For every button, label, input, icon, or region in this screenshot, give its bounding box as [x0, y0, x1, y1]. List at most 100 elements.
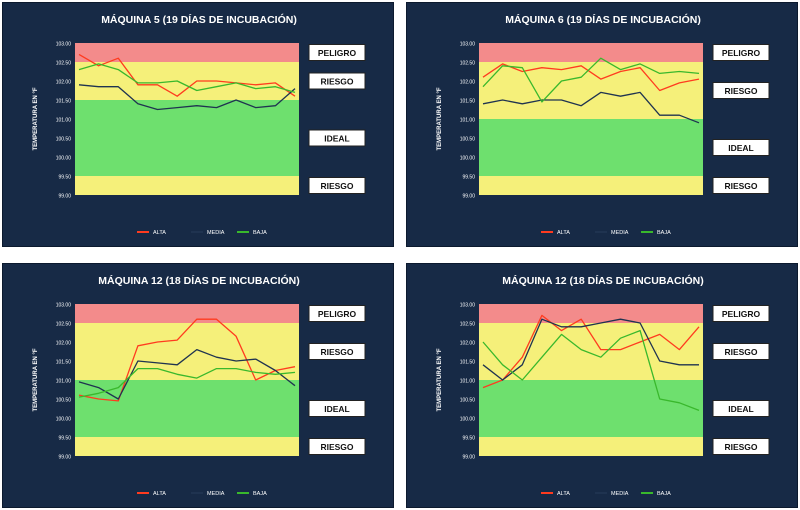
- zone-riesgo-band: [479, 62, 703, 119]
- y-tick-label: 102.50: [460, 322, 476, 328]
- zone-label-peligro: PELIGRO: [308, 305, 366, 322]
- y-axis-label: TEMPERATURA EN °F: [437, 87, 443, 150]
- y-tick-label: 101.00: [56, 118, 72, 124]
- svg-text:IDEAL: IDEAL: [324, 134, 350, 144]
- series-line-baja: [78, 367, 296, 398]
- zone-riesgo-band: [75, 323, 299, 380]
- y-axis-label: TEMPERATURA EN °F: [437, 348, 443, 411]
- zone-label-peligro: PELIGRO: [712, 44, 770, 61]
- y-tick-label: 102.00: [460, 80, 476, 86]
- zone-riesgo-band: [479, 437, 703, 456]
- y-axis-label: TEMPERATURA EN °F: [33, 348, 39, 411]
- zone-label-peligro: PELIGRO: [308, 44, 366, 61]
- svg-text:ALTA: ALTA: [153, 491, 166, 497]
- legend-item-baja: BAJA: [237, 230, 267, 236]
- y-tick-label: 100.00: [460, 417, 476, 423]
- zone-label-ideal: IDEAL: [308, 400, 366, 417]
- series-line-alta: [482, 314, 700, 389]
- zone-peligro-band: [75, 43, 299, 62]
- svg-text:MEDIA: MEDIA: [207, 491, 225, 497]
- legend-item-media: MEDIA: [191, 230, 225, 236]
- svg-text:RIESGO: RIESGO: [320, 442, 353, 452]
- zone-label-riesgo: RIESGO: [308, 343, 366, 360]
- chart-title: MÁQUINA 5 (19 DÍAS DE INCUBACIÓN): [101, 13, 297, 26]
- svg-text:IDEAL: IDEAL: [728, 404, 754, 414]
- svg-text:MEDIA: MEDIA: [611, 230, 629, 236]
- svg-text:RIESGO: RIESGO: [320, 347, 353, 357]
- y-tick-label: 101.50: [56, 99, 72, 105]
- y-tick-label: 102.50: [56, 61, 72, 67]
- y-tick-label: 99.00: [58, 194, 71, 200]
- zone-peligro-band: [75, 304, 299, 323]
- y-tick-label: 101.00: [460, 118, 476, 124]
- chart-svg: MÁQUINA 5 (19 DÍAS DE INCUBACIÓN) PELIGRO…: [33, 13, 366, 236]
- zone-riesgo-band: [479, 323, 703, 380]
- legend-item-alta: ALTA: [137, 230, 166, 236]
- svg-text:RIESGO: RIESGO: [320, 77, 353, 87]
- y-tick-label: 101.50: [460, 360, 476, 366]
- chart-title: MÁQUINA 12 (18 DÍAS DE INCUBACIÓN): [98, 274, 299, 287]
- series-line-baja: [482, 57, 700, 103]
- zone-label-riesgo: RIESGO: [308, 438, 366, 455]
- zone-riesgo-band: [75, 437, 299, 456]
- y-tick-label: 103.00: [460, 303, 476, 309]
- series-line-baja: [78, 63, 296, 94]
- chart-svg: MÁQUINA 6 (19 DÍAS DE INCUBACIÓN) PELIGRO…: [437, 13, 770, 236]
- legend-item-baja: BAJA: [237, 491, 267, 497]
- y-tick-label: 103.00: [460, 42, 476, 48]
- y-tick-label: 99.00: [58, 455, 71, 461]
- zone-ideal-band: [479, 380, 703, 437]
- chart-svg: MÁQUINA 12 (18 DÍAS DE INCUBACIÓN) PELIGR…: [437, 274, 770, 497]
- chart-title: MÁQUINA 6 (19 DÍAS DE INCUBACIÓN): [505, 13, 701, 26]
- zone-peligro-band: [479, 43, 703, 62]
- zone-label-riesgo: RIESGO: [308, 177, 366, 194]
- y-tick-label: 101.00: [460, 379, 476, 385]
- y-tick-label: 99.50: [462, 436, 475, 442]
- y-tick-label: 100.50: [56, 137, 72, 143]
- zone-ideal-band: [75, 380, 299, 437]
- chart-svg: MÁQUINA 12 (18 DÍAS DE INCUBACIÓN) PELIGR…: [33, 274, 366, 497]
- y-tick-label: 100.00: [56, 156, 72, 162]
- y-tick-label: 100.00: [56, 417, 72, 423]
- svg-text:PELIGRO: PELIGRO: [722, 48, 761, 58]
- svg-text:BAJA: BAJA: [657, 230, 671, 236]
- y-tick-label: 103.00: [56, 303, 72, 309]
- legend-item-baja: BAJA: [641, 491, 671, 497]
- legend-item-alta: ALTA: [541, 230, 570, 236]
- zone-label-riesgo: RIESGO: [712, 177, 770, 194]
- zone-peligro-band: [479, 304, 703, 323]
- zone-label-riesgo: RIESGO: [712, 343, 770, 360]
- zone-ideal-band: [479, 119, 703, 176]
- svg-text:RIESGO: RIESGO: [724, 181, 757, 191]
- svg-text:IDEAL: IDEAL: [728, 143, 754, 153]
- svg-text:BAJA: BAJA: [253, 230, 267, 236]
- svg-text:RIESGO: RIESGO: [724, 347, 757, 357]
- series-line-media: [482, 91, 700, 124]
- y-tick-label: 102.50: [460, 61, 476, 67]
- legend-item-alta: ALTA: [541, 491, 570, 497]
- chart-panel-3: MÁQUINA 12 (18 DÍAS DE INCUBACIÓN) PELIGR…: [2, 263, 394, 508]
- zone-riesgo-band: [479, 176, 703, 195]
- series-line-alta: [482, 63, 700, 92]
- chart-panel-2: MÁQUINA 6 (19 DÍAS DE INCUBACIÓN) PELIGRO…: [406, 2, 798, 247]
- legend-item-alta: ALTA: [137, 491, 166, 497]
- series-line-baja: [482, 329, 700, 412]
- svg-text:RIESGO: RIESGO: [724, 442, 757, 452]
- svg-text:PELIGRO: PELIGRO: [722, 309, 761, 319]
- y-axis-label: TEMPERATURA EN °F: [33, 87, 39, 150]
- svg-text:RIESGO: RIESGO: [724, 86, 757, 96]
- svg-text:ALTA: ALTA: [153, 230, 166, 236]
- legend-item-baja: BAJA: [641, 230, 671, 236]
- chart-panel-1: MÁQUINA 5 (19 DÍAS DE INCUBACIÓN) PELIGRO…: [2, 2, 394, 247]
- zone-label-ideal: IDEAL: [712, 139, 770, 156]
- legend-item-media: MEDIA: [595, 491, 629, 497]
- y-tick-label: 100.50: [460, 137, 476, 143]
- zone-label-peligro: PELIGRO: [712, 305, 770, 322]
- svg-text:BAJA: BAJA: [253, 491, 267, 497]
- y-tick-label: 103.00: [56, 42, 72, 48]
- y-tick-label: 101.00: [56, 379, 72, 385]
- y-tick-label: 99.50: [58, 175, 71, 181]
- svg-text:PELIGRO: PELIGRO: [318, 309, 357, 319]
- zone-label-ideal: IDEAL: [712, 400, 770, 417]
- zone-label-riesgo: RIESGO: [712, 82, 770, 99]
